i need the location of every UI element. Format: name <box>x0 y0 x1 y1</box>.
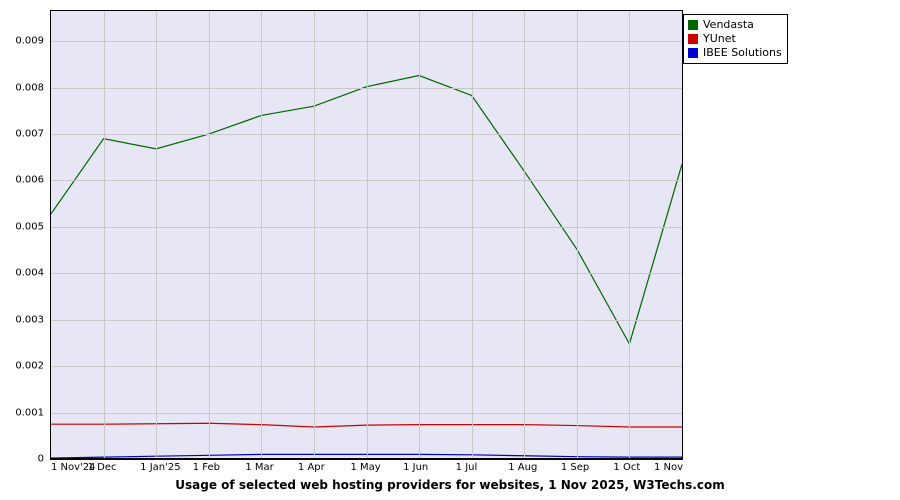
x-axis-tick-label: 1 Nov'24 <box>51 462 96 473</box>
x-axis-tick-label: 1 Jun <box>403 462 429 473</box>
x-axis-tick-label: 1 Oct <box>613 462 641 473</box>
gridline-vertical <box>366 11 368 459</box>
legend-swatch-yunet <box>688 34 698 44</box>
x-axis-tick-label: 1 Apr <box>297 462 325 473</box>
gridline-vertical <box>208 11 210 459</box>
y-axis-tick-label: 0.009 <box>15 35 44 47</box>
y-axis-tick-label: 0.008 <box>15 82 44 94</box>
legend-item-vendasta: Vendasta <box>688 18 782 32</box>
y-axis-tick-label: 0.006 <box>15 174 44 186</box>
legend-item-ibee-solutions: IBEE Solutions <box>688 46 782 60</box>
x-axis-tick-label: 1 Dec <box>87 462 117 473</box>
axis-baseline <box>51 458 682 459</box>
gridline-vertical <box>524 11 526 459</box>
x-axis-tick-label: 1 Nov <box>654 462 684 473</box>
x-axis-tick-label: 1 Sep <box>560 462 590 473</box>
gridline-vertical <box>419 11 421 459</box>
gridline-vertical <box>103 11 105 459</box>
gridline-vertical <box>576 11 578 459</box>
gridline-vertical <box>471 11 473 459</box>
x-axis-tick-label: 1 Mar <box>245 462 274 473</box>
y-axis-tick-label: 0.005 <box>15 221 44 233</box>
legend-swatch-ibee-solutions <box>688 48 698 58</box>
gridline-vertical <box>313 11 315 459</box>
y-axis-tick-label: 0.004 <box>15 267 44 279</box>
chart-caption: Usage of selected web hosting providers … <box>175 478 725 492</box>
x-axis-tick-label: 1 Feb <box>192 462 220 473</box>
x-axis-tick-label: 1 Jan'25 <box>140 462 181 473</box>
legend-label-vendasta: Vendasta <box>703 18 754 31</box>
legend-label-ibee-solutions: IBEE Solutions <box>703 46 782 59</box>
y-axis-tick-label: 0 <box>37 453 44 465</box>
gridline-vertical <box>156 11 158 459</box>
y-axis-tick-label: 0.001 <box>15 407 44 419</box>
plot-area <box>50 10 683 460</box>
y-axis-tick-label: 0.007 <box>15 128 44 140</box>
legend-label-yunet: YUnet <box>703 32 736 45</box>
y-axis-tick-label: 0.003 <box>15 314 44 326</box>
y-axis-tick-label: 0.002 <box>15 360 44 372</box>
legend-swatch-vendasta <box>688 20 698 30</box>
legend-item-yunet: YUnet <box>688 32 782 46</box>
gridline-vertical <box>261 11 263 459</box>
chart-legend: Vendasta YUnet IBEE Solutions <box>683 14 788 64</box>
x-axis-tick-label: 1 Aug <box>508 462 538 473</box>
x-axis-tick-label: 1 May <box>350 462 381 473</box>
gridline-vertical <box>629 11 631 459</box>
x-axis-tick-label: 1 Jul <box>455 462 478 473</box>
